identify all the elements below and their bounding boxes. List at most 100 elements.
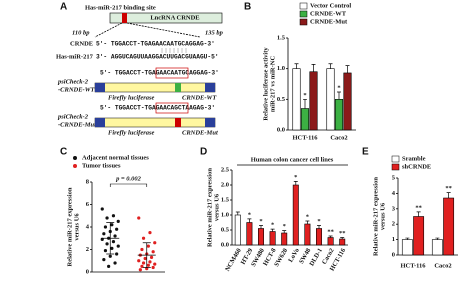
x-tick-label: HCT-116 <box>400 262 426 269</box>
error-bar <box>416 211 421 217</box>
bar <box>300 108 310 131</box>
legend-swatch <box>299 10 308 18</box>
y-tick-label: 8 <box>86 178 90 185</box>
y-tick-label: 0 <box>392 251 395 258</box>
site-box <box>155 102 189 114</box>
error-bar <box>405 237 410 240</box>
dot <box>137 216 141 220</box>
sd-bar <box>142 242 151 268</box>
dot <box>113 234 117 238</box>
crnde-seq: 5'- TGGACCT-TGAGAACAATGCAGGAG-3' <box>96 41 215 48</box>
y-tick-label: 0.5 <box>221 226 230 233</box>
insert-label: CRNDE-Mut <box>182 129 218 136</box>
mir-name: Has-miR-217 <box>56 53 94 60</box>
bar <box>401 239 413 256</box>
vector-end <box>95 118 105 127</box>
panel-label: D <box>200 147 207 158</box>
y-axis-label: Relative luciferase activity <box>262 47 269 121</box>
dot <box>116 244 120 248</box>
bar <box>316 228 322 246</box>
legend-swatch <box>299 2 308 10</box>
site-title: Has-miR-217 binding site <box>85 4 156 11</box>
legend-swatch <box>299 18 308 26</box>
vector-end <box>205 83 215 92</box>
error-bar <box>446 192 451 199</box>
legend-marker <box>73 164 77 168</box>
error-bar <box>235 211 240 215</box>
dot <box>140 264 144 268</box>
dot <box>141 236 146 240</box>
y-tick-label: 1.5 <box>277 34 286 41</box>
dot <box>103 249 108 253</box>
y-tick-label: 4 <box>392 190 396 197</box>
wt-label: psiCheck-2 <box>57 78 89 85</box>
y-tick-label: 2 <box>86 246 89 253</box>
significance: * <box>248 211 251 218</box>
error-bar <box>294 63 299 69</box>
error-bar <box>270 228 275 232</box>
bar <box>413 216 425 256</box>
significance: * <box>271 222 274 229</box>
luc-label: Firefly luciferase <box>108 129 155 136</box>
zoom-line <box>126 22 201 38</box>
y-axis-label: versus U6 <box>73 213 80 241</box>
y-tick-label: 0.0 <box>221 241 229 248</box>
site-marker <box>122 13 127 23</box>
error-bar <box>328 63 333 69</box>
dot <box>103 225 108 229</box>
dot <box>115 252 119 256</box>
dot <box>111 214 116 218</box>
error-bar <box>328 235 333 238</box>
dot <box>107 264 111 268</box>
bar <box>431 239 443 256</box>
dot <box>146 244 150 248</box>
significance-bracket <box>109 183 148 187</box>
wt-label: -CRNDE-WT <box>58 86 96 93</box>
x-tick-label: Caco2 <box>434 262 451 269</box>
significance: ** <box>415 204 422 211</box>
dot <box>105 216 109 220</box>
bar <box>258 228 264 246</box>
error-bar <box>303 98 307 109</box>
dot <box>102 232 106 236</box>
error-bar <box>259 225 263 229</box>
significance: * <box>283 223 286 230</box>
mut-label: psiCheck-2 <box>57 113 89 120</box>
dot <box>100 207 104 211</box>
y-tick-label: 2 <box>392 221 395 228</box>
bar <box>309 71 318 131</box>
bar <box>343 72 352 131</box>
legend-label: Tumor tissues <box>82 162 121 169</box>
dot <box>148 231 152 235</box>
bar <box>292 184 299 246</box>
legend-label: Sramble <box>402 155 426 162</box>
dot <box>105 242 109 246</box>
vector-end <box>95 83 105 92</box>
y-tick-label: 2.5 <box>221 166 230 173</box>
significance: * <box>337 84 340 91</box>
site-box <box>155 67 189 79</box>
bar <box>327 237 334 246</box>
dot <box>146 263 150 267</box>
zoom-line <box>94 22 123 38</box>
dot <box>102 258 106 262</box>
dot <box>151 265 155 270</box>
sd-bar <box>106 222 115 255</box>
significance: ** <box>445 185 452 192</box>
significance: * <box>306 213 309 220</box>
error-bar <box>435 237 440 240</box>
mut-label: -CRNDE-Mut <box>58 121 96 128</box>
y-tick-label: 2.0 <box>221 181 229 188</box>
x-tick-label: Caco2 <box>330 134 347 141</box>
mut-seq: 5'- TGGACCT-TGAGAACAGCTAAGAG-3' <box>100 105 215 112</box>
vector-end <box>205 118 215 127</box>
y-axis-label: Relative miR-217 expression <box>66 187 73 266</box>
y-tick-label: 0.0 <box>277 126 285 133</box>
pairing-lines <box>161 48 187 53</box>
legend-label: CRNDE-Mut <box>310 18 348 25</box>
bar <box>334 99 344 131</box>
significance: * <box>317 218 320 225</box>
significance: * <box>294 174 297 181</box>
dot <box>148 260 152 264</box>
